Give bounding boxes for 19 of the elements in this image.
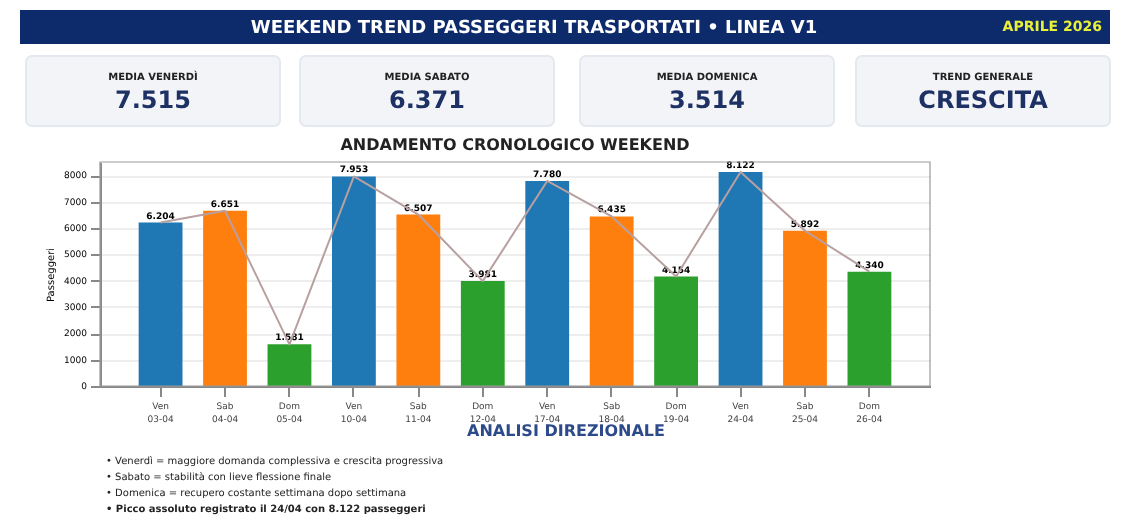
chart-title: ANDAMENTO CRONOLOGICO WEEKEND xyxy=(340,135,691,154)
text: 7.515 xyxy=(115,86,191,114)
bar xyxy=(267,344,312,386)
text: WEEKEND TREND PASSEGGERI TRASPORTATI • LINEA V1 xyxy=(250,19,818,39)
text: CRESCITA xyxy=(918,86,1050,114)
text: ANALISI DIREZIONALE xyxy=(467,422,665,440)
bar xyxy=(460,281,505,386)
bar xyxy=(718,171,763,386)
bar xyxy=(847,271,892,386)
bar xyxy=(203,210,247,386)
bar xyxy=(783,230,827,386)
bar xyxy=(331,176,376,386)
bar xyxy=(525,180,570,386)
text: 3.514 xyxy=(669,86,745,114)
bar xyxy=(138,222,183,386)
bar xyxy=(589,216,634,386)
bar xyxy=(396,214,441,386)
text: 6.371 xyxy=(389,86,465,114)
bar xyxy=(654,276,699,386)
